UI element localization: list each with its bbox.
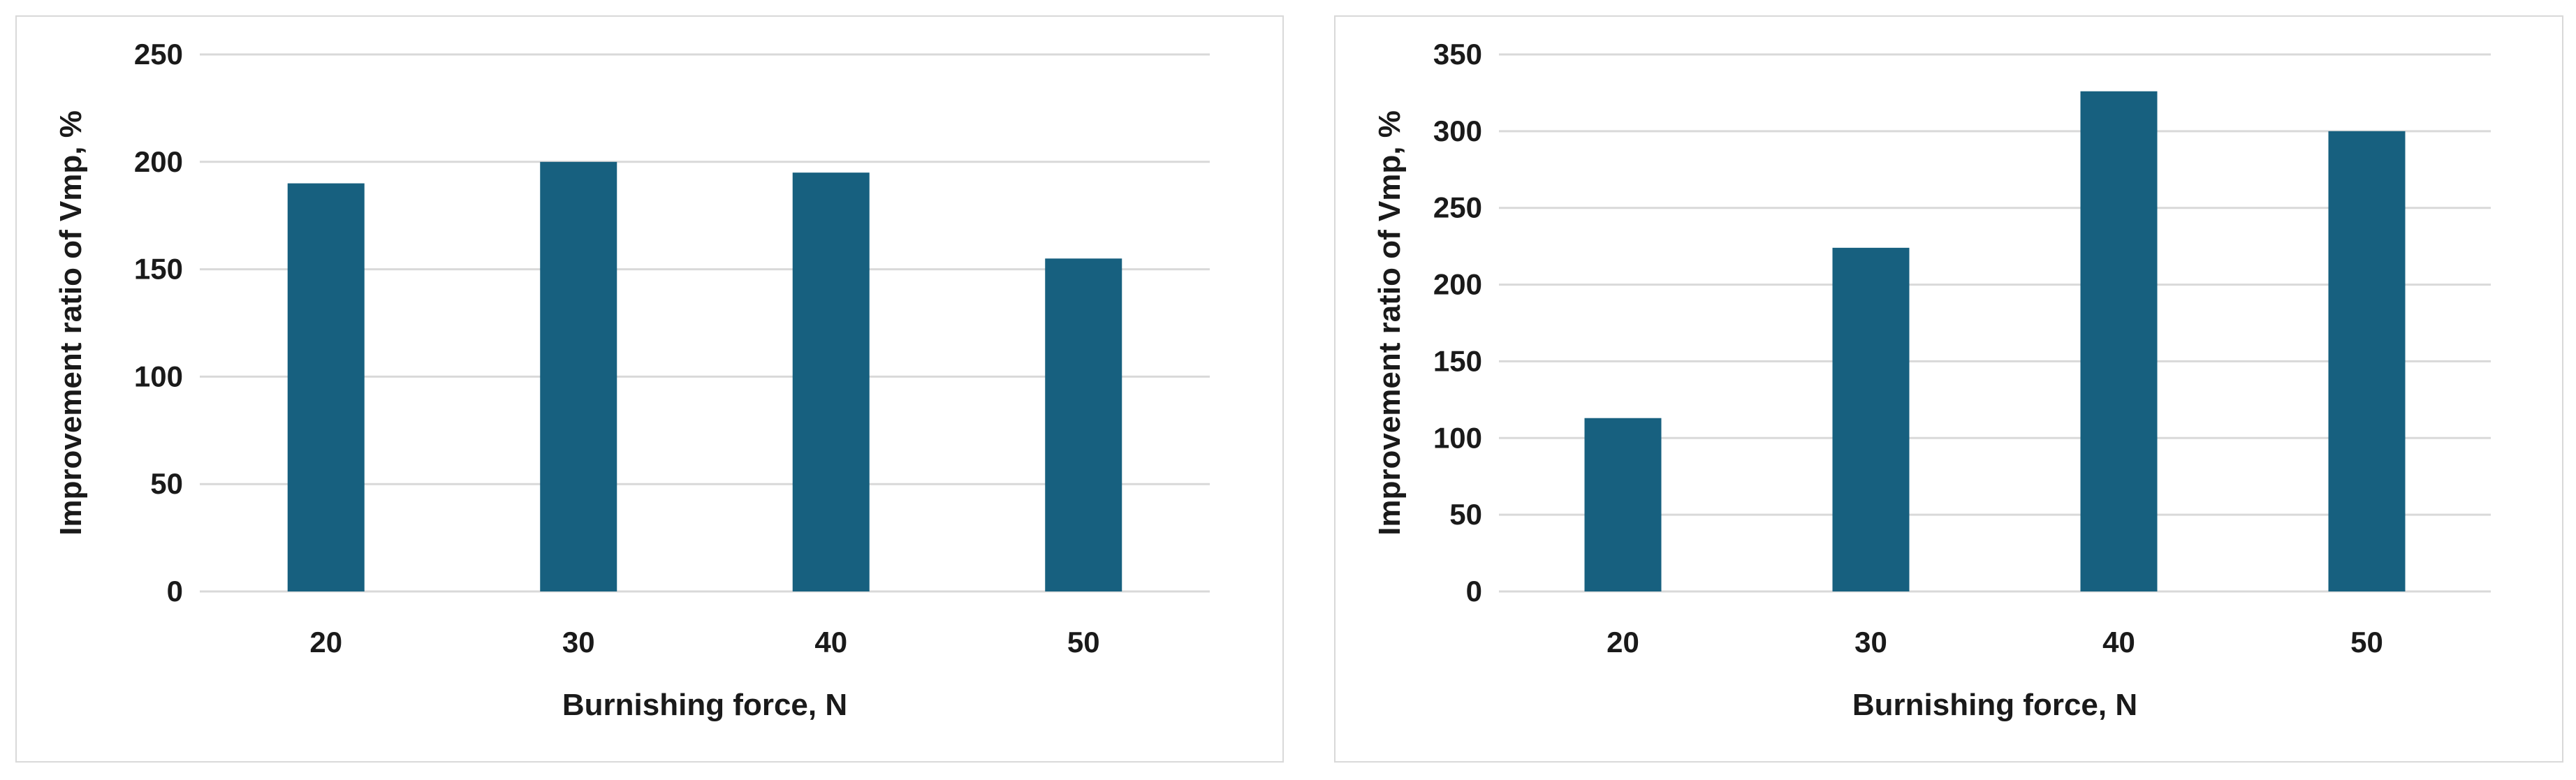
left-y-tick-label: 150 <box>134 253 183 286</box>
left-y-tick-label: 50 <box>150 467 183 500</box>
right-x-tick-label: 20 <box>1607 626 1639 658</box>
left-x-axis-title: Burnishing force, N <box>562 688 847 722</box>
left-x-tick-label: 50 <box>1067 626 1100 658</box>
right-y-tick-label: 300 <box>1433 115 1482 147</box>
left-y-tick-label: 100 <box>134 360 183 392</box>
right-y-tick-label: 50 <box>1449 498 1482 531</box>
right-y-axis-title: Improvement ratio of Vmp, % <box>1373 110 1407 536</box>
chart-panel-left: 0 50 100 150 200 250 20 30 40 50 Burnishing force,… <box>15 15 1284 763</box>
right-x-axis-title: Burnishing force, N <box>1852 688 2137 722</box>
bar-chart-right: 0 50 100 150 200 250 300 350 20 30 40 50 Burnishing … <box>1373 38 2491 722</box>
right-y-tick-label: 0 <box>1466 575 1482 608</box>
right-y-tick-label: 200 <box>1433 268 1482 301</box>
right-y-tick-label: 150 <box>1433 344 1482 377</box>
left-bar-40 <box>792 172 870 591</box>
left-y-tick-label: 0 <box>167 575 183 608</box>
left-bar-30 <box>540 161 617 592</box>
right-x-tick-label: 50 <box>2350 626 2383 658</box>
left-x-tick-label: 30 <box>562 626 595 658</box>
right-bar-20 <box>1584 418 1662 591</box>
left-bar-50 <box>1045 258 1122 591</box>
left-x-tick-label: 40 <box>814 626 847 658</box>
left-bar-20 <box>287 183 365 591</box>
left-y-tick-label: 200 <box>134 145 183 178</box>
right-y-tick-label: 250 <box>1433 191 1482 224</box>
left-x-tick-label: 20 <box>309 626 342 658</box>
right-x-tick-label: 30 <box>1854 626 1887 658</box>
left-y-axis-title: Improvement ratio of Vmp, % <box>54 110 88 536</box>
right-y-tick-label: 350 <box>1433 38 1482 71</box>
right-bar-40 <box>2080 91 2158 591</box>
right-y-tick-label: 100 <box>1433 421 1482 454</box>
chart-panel-right: 0 50 100 150 200 250 300 350 20 30 40 50 Burnishing … <box>1334 15 2563 763</box>
right-bar-30 <box>1832 247 1910 591</box>
right-x-tick-label: 40 <box>2102 626 2135 658</box>
left-y-tick-label: 250 <box>134 38 183 71</box>
right-bar-50 <box>2328 131 2406 591</box>
bar-chart-left: 0 50 100 150 200 250 20 30 40 50 Burnishing force,… <box>54 38 1210 722</box>
